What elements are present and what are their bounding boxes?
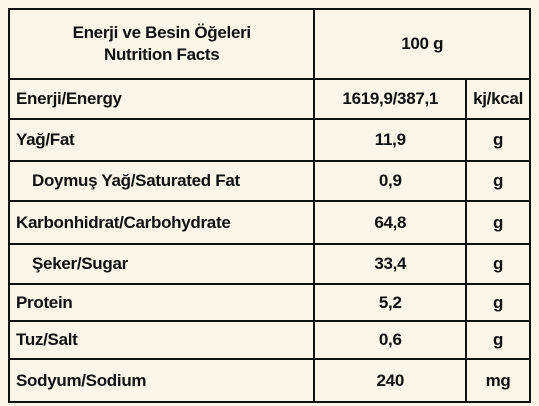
table-body: Enerji ve Besin Öğeleri Nutrition Facts … (7, 8, 531, 403)
row-value: 33,4 (313, 243, 468, 285)
table-row: Doymuş Yağ/Saturated Fat 0,9 g (7, 160, 531, 202)
row-label: Doymuş Yağ/Saturated Fat (7, 160, 316, 202)
table-row: Sodyum/Sodium 240 mg (7, 358, 531, 403)
row-label: Tuz/Salt (7, 320, 316, 360)
table-row: Şeker/Sugar 33,4 g (7, 243, 531, 285)
table-row: Karbonhidrat/Carbohydrate 64,8 g (7, 200, 531, 245)
row-unit: g (465, 243, 531, 285)
table-row: Tuz/Salt 0,6 g (7, 320, 531, 360)
header-row: Enerji ve Besin Öğeleri Nutrition Facts … (7, 8, 531, 80)
header-line: Enerji ve Besin Öğeleri (72, 23, 252, 42)
row-value: 0,9 (313, 160, 468, 202)
header-line: Nutrition Facts (103, 45, 220, 64)
row-value: 64,8 (313, 200, 468, 245)
row-label: Yağ/Fat (7, 118, 316, 162)
row-unit: g (465, 200, 531, 245)
row-label: Şeker/Sugar (7, 243, 316, 285)
row-label: Protein (7, 283, 316, 322)
table-row: Yağ/Fat 11,9 g (7, 118, 531, 162)
row-unit: kj/kcal (465, 78, 531, 120)
row-label: Sodyum/Sodium (7, 358, 316, 403)
nutrition-table: Enerji ve Besin Öğeleri Nutrition Facts … (7, 8, 531, 403)
row-unit: g (465, 320, 531, 360)
row-label: Karbonhidrat/Carbohydrate (7, 200, 316, 245)
row-unit: mg (465, 358, 531, 403)
header-title: Enerji ve Besin Öğeleri Nutrition Facts (7, 8, 316, 80)
row-value: 0,6 (313, 320, 468, 360)
row-value: 240 (313, 358, 468, 403)
row-unit: g (465, 118, 531, 162)
row-value: 11,9 (313, 118, 468, 162)
row-unit: g (465, 160, 531, 202)
table-row: Enerji/Energy 1619,9/387,1 kj/kcal (7, 78, 531, 120)
header-amount: 100 g (313, 8, 531, 80)
row-value: 1619,9/387,1 (313, 78, 468, 120)
table-row: Protein 5,2 g (7, 283, 531, 322)
row-label: Enerji/Energy (7, 78, 316, 120)
row-unit: g (465, 283, 531, 322)
row-value: 5,2 (313, 283, 468, 322)
